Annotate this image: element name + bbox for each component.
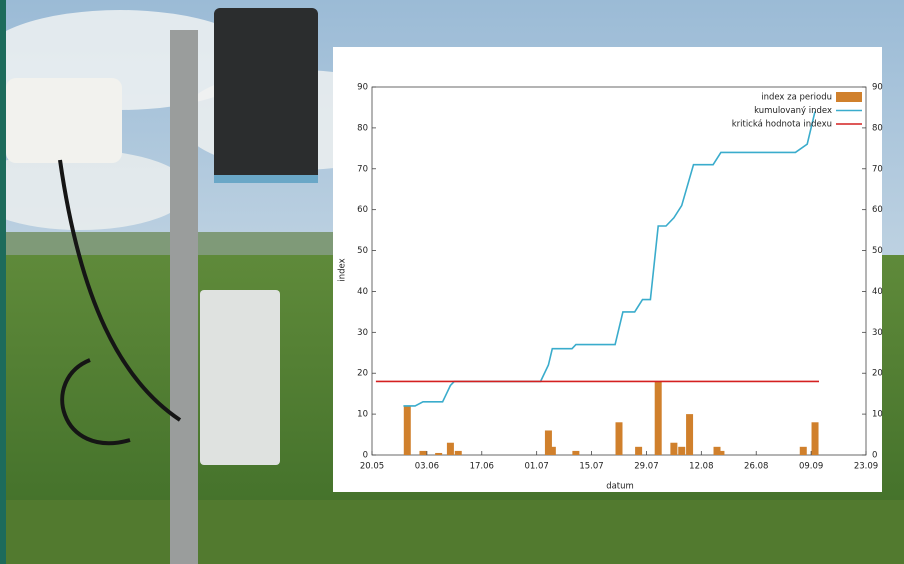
- y2-tick-label: 20: [872, 369, 883, 379]
- y-tick-label: 30: [357, 328, 368, 338]
- y2-tick-label: 40: [872, 287, 883, 297]
- y-tick-label: 70: [357, 164, 368, 174]
- bar: [572, 451, 579, 455]
- x-tick-label: 03.06: [415, 462, 439, 472]
- x-tick-label: 29.07: [634, 462, 658, 472]
- x-axis-label: datum: [606, 482, 634, 492]
- bar: [678, 447, 685, 455]
- bar: [435, 453, 442, 455]
- x-tick-label: 09.09: [799, 462, 823, 472]
- bar: [635, 447, 642, 455]
- bar: [812, 422, 819, 455]
- bar: [419, 451, 426, 455]
- x-tick-label: 12.08: [689, 462, 713, 472]
- legend-label: index za periodu: [761, 93, 832, 103]
- x-tick-label: 23.09: [854, 462, 878, 472]
- y-tick-label: 10: [357, 410, 368, 420]
- bar: [670, 443, 677, 455]
- x-tick-label: 26.08: [744, 462, 768, 472]
- legend-label: kumulovaný index: [754, 106, 832, 116]
- y-tick-label: 80: [357, 123, 368, 133]
- bar: [655, 381, 662, 455]
- y-tick-label: 90: [357, 83, 368, 93]
- y2-tick-label: 80: [872, 123, 883, 133]
- bar: [800, 447, 807, 455]
- y2-tick-label: 90: [872, 83, 883, 93]
- x-tick-label: 15.07: [579, 462, 603, 472]
- y-tick-label: 50: [357, 246, 368, 256]
- bar: [455, 451, 462, 455]
- photo-with-chart: datum index 0 0 10 10 20 20 30 30 40 40 50 50 60 60 70…: [0, 0, 904, 564]
- bar: [717, 451, 724, 455]
- y2-tick-label: 10: [872, 410, 883, 420]
- bar: [447, 443, 454, 455]
- legend-swatch: [836, 92, 862, 102]
- y2-tick-label: 70: [872, 164, 883, 174]
- y-tick-label: 60: [357, 205, 368, 215]
- bar: [686, 414, 693, 455]
- y-tick-label: 40: [357, 287, 368, 297]
- x-tick-label: 01.07: [524, 462, 548, 472]
- y2-tick-label: 60: [872, 205, 883, 215]
- x-tick-label: 20.05: [360, 462, 384, 472]
- bar: [616, 422, 623, 455]
- y-axis-label: index: [338, 258, 348, 281]
- y-tick-label: 0: [363, 451, 368, 461]
- bar: [549, 447, 556, 455]
- y2-tick-label: 0: [872, 451, 877, 461]
- y2-tick-label: 30: [872, 328, 883, 338]
- legend-label: kritická hodnota indexu: [732, 120, 832, 130]
- y-tick-label: 20: [357, 369, 368, 379]
- x-tick-label: 17.06: [470, 462, 494, 472]
- y2-tick-label: 50: [872, 246, 883, 256]
- bar: [404, 406, 411, 455]
